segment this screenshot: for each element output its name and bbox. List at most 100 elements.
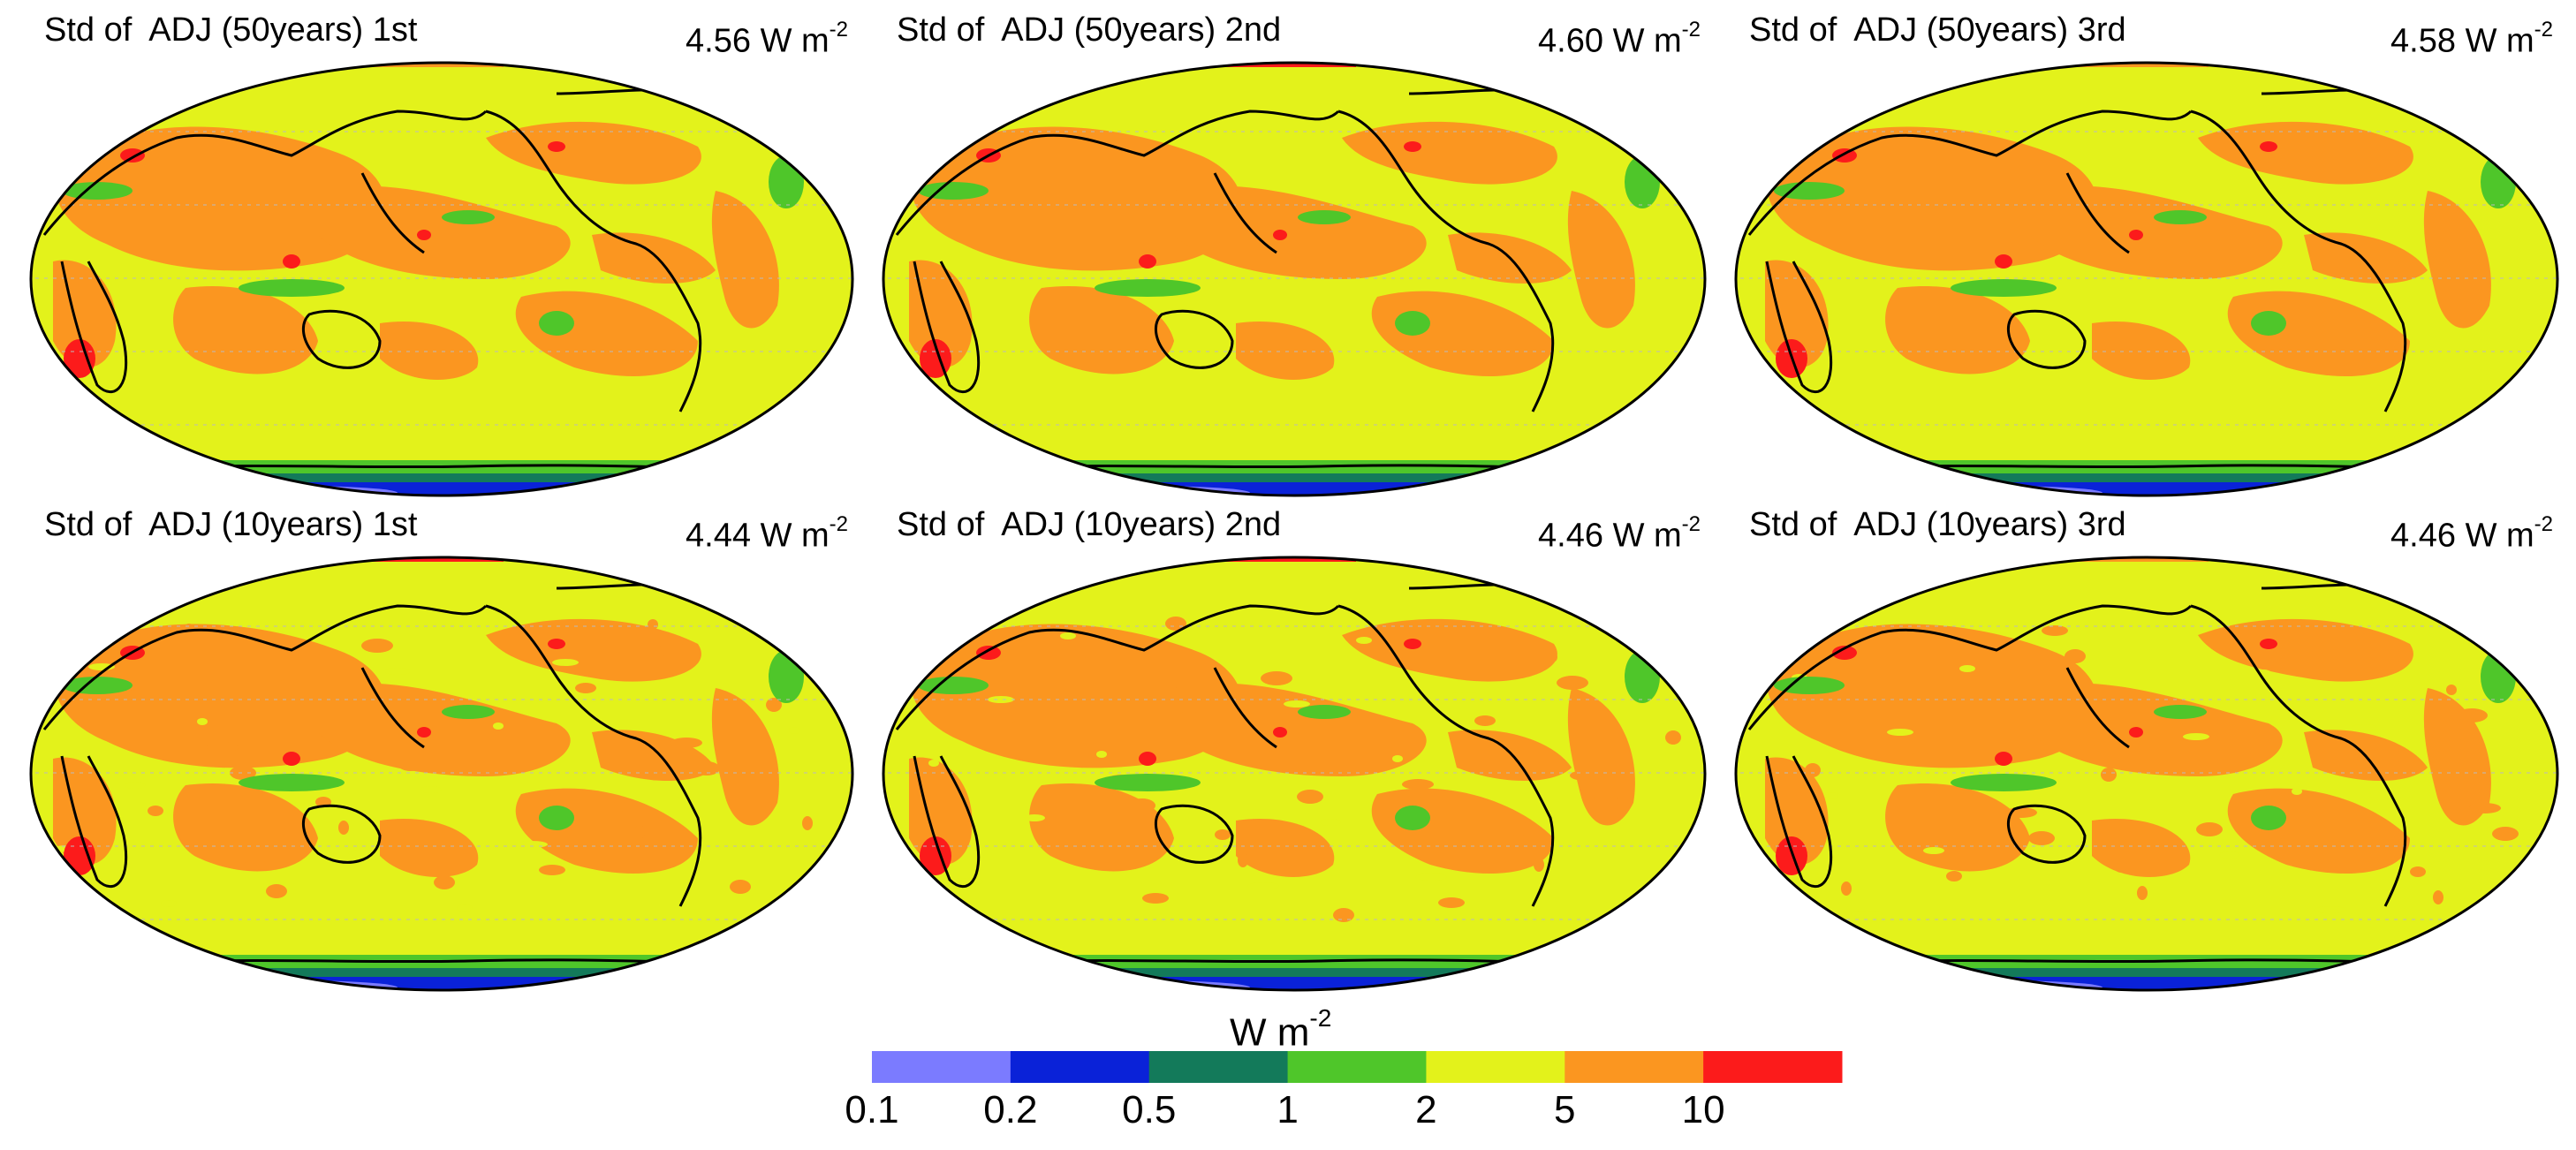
- field-patch-5-10: [486, 121, 701, 185]
- field-patch-10-plus: [976, 646, 1001, 660]
- field-patch-5-10: [592, 730, 716, 781]
- coastline: [301, 804, 382, 864]
- field-patch-5-10: [1767, 126, 2098, 271]
- field-speckle: [420, 786, 442, 793]
- field-speckle: [1665, 730, 1681, 745]
- world-map: [29, 61, 854, 497]
- field-patch-10-plus: [417, 230, 431, 240]
- field-speckle: [161, 900, 177, 907]
- field-patch-1-2: [442, 705, 495, 719]
- field-speckle: [1083, 656, 1094, 667]
- field-patch-5-10: [2304, 232, 2428, 284]
- field-speckle: [1178, 711, 1200, 722]
- colorbar-swatch: [1148, 1051, 1289, 1083]
- field-speckle: [2337, 630, 2364, 640]
- field-speckle: [671, 738, 702, 748]
- field-patch-10-plus: [2129, 727, 2143, 738]
- field-speckle: [302, 702, 318, 716]
- field-speckle: [1438, 897, 1465, 908]
- colorbar-tick-label: 0.1: [845, 1088, 899, 1131]
- field-speckle: [657, 643, 689, 657]
- field-patch-5-10: [1885, 783, 2030, 872]
- field-speckle: [648, 619, 658, 630]
- field-speckle: [1451, 692, 1478, 699]
- field-patch-10-plus: [1139, 254, 1156, 269]
- field-speckle: [2446, 685, 2457, 695]
- field-speckle: [552, 659, 579, 666]
- field-patch-10-plus: [1995, 254, 2012, 269]
- colorbar-tick-label: 0.5: [1122, 1088, 1177, 1131]
- field-patch-0.2-0.5: [1736, 977, 2557, 990]
- field-patch-5-10: [909, 260, 973, 367]
- field-patch-1-2: [2251, 311, 2286, 336]
- coastline: [2065, 667, 2130, 749]
- field-patch-5-10: [1567, 191, 1635, 329]
- field-speckle: [1547, 652, 1557, 662]
- field-speckle: [1841, 881, 1852, 896]
- colorbar-swatch: [1426, 1051, 1565, 1083]
- field-patch-10-plus: [1273, 230, 1287, 240]
- field-speckle: [207, 742, 239, 753]
- field-patch-1-2: [1533, 557, 1621, 581]
- coastline: [42, 110, 488, 236]
- field-patch-10-plus: [64, 339, 95, 378]
- field-speckle: [1201, 735, 1217, 749]
- field-speckle: [1011, 720, 1032, 730]
- field-patch-5-10: [1765, 260, 1829, 367]
- coastline: [895, 604, 1340, 730]
- field-speckle: [1333, 908, 1354, 922]
- field-speckle: [1474, 715, 1496, 726]
- field-patch-5-10: [55, 624, 386, 768]
- field-patch-1-2: [2481, 650, 2516, 703]
- field-patch-10-plus: [1139, 752, 1156, 766]
- global-mean-value: 4.46 W m-2: [1538, 512, 1701, 555]
- coastline: [2065, 172, 2130, 254]
- field-patch-5-10: [911, 624, 1242, 768]
- field-speckle: [1415, 874, 1447, 881]
- field-patch-1-2: [1095, 774, 1201, 791]
- field-patch-5-10: [1567, 688, 1635, 826]
- coastline: [1213, 172, 1277, 254]
- field-speckle: [125, 782, 146, 789]
- field-speckle: [1096, 751, 1107, 758]
- coastline: [301, 309, 382, 369]
- field-patch-10-plus: [548, 639, 565, 649]
- map-panel-10y-2nd: Std of ADJ (10years) 2nd 4.46 W m-2: [861, 503, 1709, 998]
- field-patch-1-2: [2481, 155, 2516, 208]
- map-field: [1736, 557, 2557, 990]
- world-map: [29, 556, 854, 992]
- field-speckle: [2137, 886, 2148, 900]
- field-speckle: [398, 757, 424, 771]
- field-speckle: [2028, 831, 2055, 845]
- field-speckle: [1511, 834, 1527, 844]
- map-panel-10y-1st: Std of ADJ (10years) 1st 4.44 W m-2: [9, 503, 857, 998]
- field-speckle: [575, 683, 596, 693]
- field-speckle: [1261, 671, 1292, 685]
- field-speckle: [279, 678, 300, 689]
- coastline: [2006, 804, 2087, 864]
- field-speckle: [2078, 744, 2099, 754]
- field-speckle: [516, 841, 548, 848]
- map-field: [31, 63, 852, 496]
- field-patch-1-2: [680, 63, 769, 87]
- coastline: [1337, 604, 1555, 907]
- field-patch-5-10: [1236, 322, 1335, 380]
- field-patch-1-2: [539, 311, 574, 336]
- field-speckle: [197, 718, 208, 725]
- field-patch-5-10: [911, 126, 1242, 271]
- field-patch-1-2: [918, 182, 989, 200]
- field-speckle: [2101, 768, 2117, 782]
- colorbar-swatch: [1010, 1051, 1150, 1083]
- world-map: [1734, 556, 2559, 992]
- coastline: [1154, 804, 1234, 864]
- field-speckle: [1129, 798, 1155, 813]
- map-panel-50y-3rd: Std of ADJ (50years) 3rd 4.58 W m-2: [1714, 9, 2562, 503]
- field-speckle: [1851, 911, 1883, 918]
- field-patch-0.2-0.5: [883, 977, 1705, 990]
- field-speckle: [1320, 819, 1341, 826]
- field-speckle: [1402, 779, 1434, 790]
- field-patch-0.2-0.5: [31, 977, 852, 990]
- map-panel-10y-3rd: Std of ADJ (10years) 3rd 4.46 W m-2: [1714, 503, 2562, 998]
- field-patch-1-2: [1395, 311, 1430, 336]
- field-speckle: [184, 624, 194, 634]
